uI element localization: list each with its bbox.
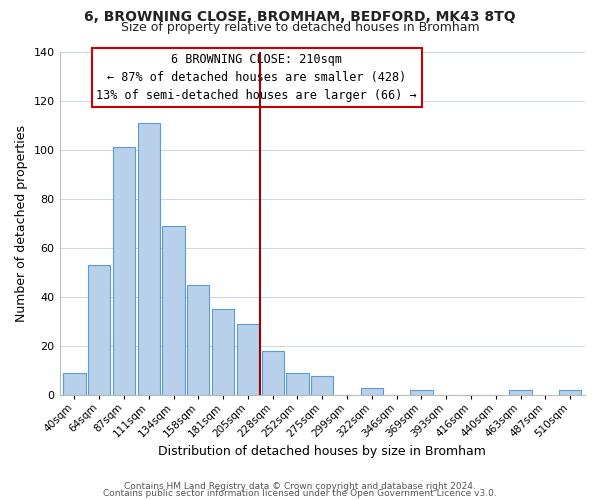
Bar (361, 388, 383, 395)
Bar (410, 390, 433, 395)
Bar (163, 226, 185, 395)
Bar (63, 373, 86, 395)
Text: Size of property relative to detached houses in Bromham: Size of property relative to detached ho… (121, 21, 479, 34)
Bar (88, 265, 110, 395)
Y-axis label: Number of detached properties: Number of detached properties (15, 125, 28, 322)
Text: Contains public sector information licensed under the Open Government Licence v3: Contains public sector information licen… (103, 490, 497, 498)
Bar (212, 309, 234, 395)
Bar (262, 351, 284, 395)
Text: 6, BROWNING CLOSE, BROMHAM, BEDFORD, MK43 8TQ: 6, BROWNING CLOSE, BROMHAM, BEDFORD, MK4… (84, 10, 516, 24)
Bar (559, 390, 581, 395)
Text: 6 BROWNING CLOSE: 210sqm
← 87% of detached houses are smaller (428)
13% of semi-: 6 BROWNING CLOSE: 210sqm ← 87% of detach… (96, 53, 417, 102)
Bar (113, 147, 135, 395)
Text: Contains HM Land Registry data © Crown copyright and database right 2024.: Contains HM Land Registry data © Crown c… (124, 482, 476, 491)
Bar (509, 390, 532, 395)
Bar (137, 122, 160, 395)
Bar (237, 324, 259, 395)
Bar (286, 373, 308, 395)
Bar (311, 376, 334, 395)
X-axis label: Distribution of detached houses by size in Bromham: Distribution of detached houses by size … (158, 444, 486, 458)
Bar (187, 284, 209, 395)
